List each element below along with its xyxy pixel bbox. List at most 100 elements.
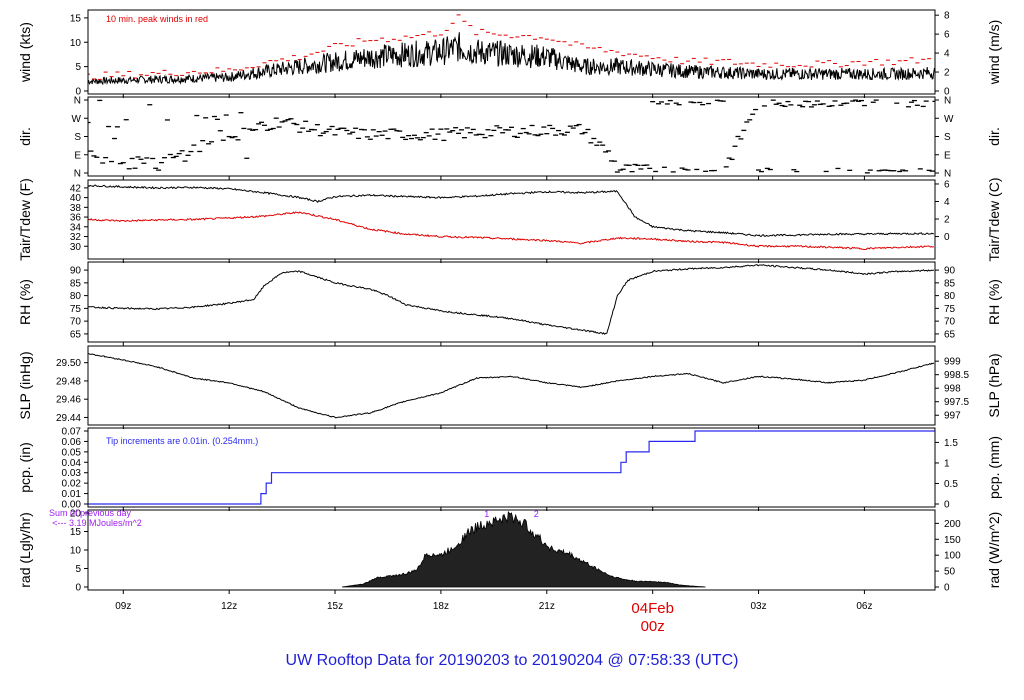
rad-left-tick-label: 20 — [70, 509, 82, 520]
time-tick-label: 12z — [221, 601, 237, 612]
temp-left-tick-label: 42 — [70, 183, 82, 194]
rad-frame — [87, 509, 936, 591]
rad-left-tick-label: 15 — [70, 527, 82, 538]
pcp-left-tick-label: 0.05 — [62, 447, 82, 458]
rh-left-tick-label: 65 — [70, 329, 82, 340]
pcp-right-label: pcp. (mm) — [986, 436, 1002, 499]
rad-marker-label: 1 — [484, 509, 489, 519]
pcp-right-tick-label: 0 — [944, 500, 950, 511]
tair-series-line — [88, 184, 934, 237]
temp-right-tick-label: 0 — [944, 232, 950, 243]
temp-right-label: Tair/Tdew (C) — [986, 177, 1002, 261]
temp-left-tick-label: 40 — [70, 193, 82, 204]
pcp-left-tick-label: 0.03 — [62, 468, 82, 479]
time-tick-label: 03z — [750, 601, 766, 612]
rad-right-tick-label: 50 — [944, 567, 956, 578]
pcp-content — [88, 430, 935, 505]
rad-right-tick-label: 0 — [944, 583, 950, 594]
wind-right-tick-label: 4 — [944, 49, 950, 60]
pcp-left-tick-label: 0.07 — [62, 427, 82, 438]
slp-right-label: SLP (hPa) — [986, 353, 1002, 417]
slp-left-tick-label: 29.50 — [56, 358, 81, 369]
rad-annotation-line: <--- 3.19 MJoules/m^2 — [52, 518, 142, 528]
temp-right-tick-label: 4 — [944, 197, 950, 208]
wind-right-tick-label: 2 — [944, 68, 950, 79]
temp-left-tick-label: 38 — [70, 203, 82, 214]
time-tick-label: 06z — [856, 601, 872, 612]
slp-left-label: SLP (inHg) — [17, 351, 33, 419]
slp-left-tick-label: 29.44 — [56, 413, 81, 424]
day-marker-hour: 00z — [641, 618, 665, 635]
rh-left-tick-label: 80 — [70, 291, 82, 302]
temp-right-tick-label: 6 — [944, 179, 950, 190]
wind-left-tick-label: 10 — [70, 38, 82, 49]
wind-right-tick-label: 0 — [944, 87, 950, 98]
wind-series-line — [88, 32, 935, 86]
rad-annotation-line: Sum of previous day — [49, 508, 132, 518]
dir-left-tick-label: N — [74, 169, 81, 180]
dir-right-tick-label: W — [944, 114, 954, 125]
wind-content — [88, 14, 935, 86]
rad-series-area — [342, 510, 706, 588]
dir-content — [88, 99, 935, 174]
temp-left-tick-label: 32 — [70, 232, 82, 243]
slp-left-tick-label: 29.48 — [56, 376, 81, 387]
time-tick-label: 09z — [115, 601, 131, 612]
temp-frame — [87, 179, 936, 260]
wind-right-tick-label: 8 — [944, 11, 950, 22]
pcp-series-line — [88, 430, 935, 505]
rh-left-tick-label: 85 — [70, 278, 82, 289]
slp-right-tick-label: 998 — [944, 384, 961, 395]
rh-frame — [87, 261, 936, 343]
dir-frame — [87, 96, 936, 177]
temp-left-tick-label: 36 — [70, 213, 82, 224]
temp-left-tick-label: 34 — [70, 222, 82, 233]
pcp-left-tick-label: 0.04 — [62, 458, 82, 469]
panel-pcp: pcp. (in) pcp. (mm)0.000.010.020.030.040.… — [17, 427, 1002, 511]
panel-dir: dir. dir.N NE ES SW WN N — [17, 96, 1002, 180]
rh-right-tick-label: 80 — [944, 291, 956, 302]
rh-right-tick-label: 90 — [944, 266, 956, 277]
slp-right-tick-label: 998.5 — [944, 370, 969, 381]
rh-left-tick-label: 70 — [70, 317, 82, 328]
wind-left-tick-label: 5 — [75, 62, 81, 73]
tdew-series-line — [88, 211, 935, 250]
dir-right-tick-label: N — [944, 96, 951, 107]
pcp-frame — [87, 427, 936, 508]
pcp-annotation: Tip increments are 0.01in. (0.254mm.) — [106, 436, 258, 446]
temp-left-label: Tair/Tdew (F) — [17, 178, 33, 260]
dir-left-tick-label: S — [74, 132, 81, 143]
wind-frame — [87, 9, 936, 95]
panel-rad: rad (Lgly/hr) rad (W/m^2)0510152005010015… — [17, 508, 1002, 594]
rad-left-label: rad (Lgly/hr) — [17, 512, 33, 587]
pcp-left-tick-label: 0.00 — [62, 500, 82, 511]
rad-left-tick-label: 10 — [70, 546, 82, 557]
rh-series-line — [88, 264, 935, 335]
temp-left-tick-label: 30 — [70, 242, 82, 253]
figure-title: UW Rooftop Data for 20190203 to 20190204… — [286, 652, 739, 669]
slp-right-tick-label: 997.5 — [944, 397, 969, 408]
rh-right-tick-label: 85 — [944, 278, 956, 289]
dir-left-tick-label: E — [74, 150, 81, 161]
dir-right-tick-label: E — [944, 150, 951, 161]
rh-right-tick-label: 75 — [944, 304, 956, 315]
wind-left-label: wind (kts) — [17, 22, 33, 83]
rad-right-label: rad (W/m^2) — [986, 512, 1002, 589]
pcp-right-tick-label: 0.5 — [944, 479, 958, 490]
pcp-right-tick-label: 1 — [944, 458, 950, 469]
pcp-left-tick-label: 0.01 — [62, 489, 82, 500]
wind-right-tick-label: 6 — [944, 30, 950, 41]
time-tick-label: 18z — [433, 601, 449, 612]
rad-right-tick-label: 200 — [944, 519, 961, 530]
rh-right-tick-label: 70 — [944, 317, 956, 328]
wind-annotation: 10 min. peak winds in red — [106, 14, 208, 24]
rh-left-tick-label: 75 — [70, 304, 82, 315]
dir-left-tick-label: W — [72, 114, 82, 125]
pcp-right-tick-label: 1.5 — [944, 438, 958, 449]
rh-left-label: RH (%) — [17, 279, 33, 325]
rad-right-tick-label: 150 — [944, 535, 961, 546]
